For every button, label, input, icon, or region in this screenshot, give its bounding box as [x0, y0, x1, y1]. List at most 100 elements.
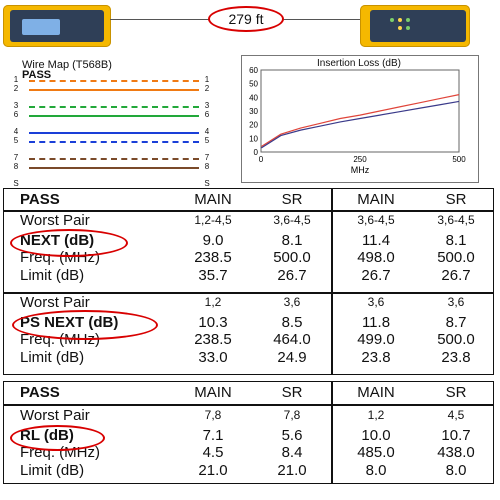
next-results-table — [3, 188, 494, 375]
wiremap-pin-right: 2 — [204, 84, 210, 93]
psnext-worst-pair-value: 1,2 — [204, 295, 222, 309]
wiremap-pin-left: 8 — [13, 162, 19, 171]
next-value: 9.0 — [202, 232, 224, 249]
rl-value: 10.0 — [361, 427, 391, 444]
wiremap-pin-right: 5 — [204, 136, 210, 145]
rl-highlight-oval — [10, 425, 105, 451]
remote-device — [360, 5, 470, 47]
next-freq-value: 500.0 — [273, 249, 311, 266]
psnext-worst-pair-value: 3,6 — [447, 295, 465, 309]
wiremap-pin-left: 1 — [13, 75, 19, 84]
wiremap-status: PASS — [22, 69, 52, 81]
plot-area — [260, 69, 460, 153]
psnext-value: 8.7 — [445, 314, 467, 331]
psnext-value: 11.8 — [361, 314, 391, 331]
insertion-loss-panel — [241, 55, 479, 183]
y-tick-label: 30 — [249, 107, 258, 116]
rl-worst-pair-value: 1,2 — [367, 408, 385, 422]
table1-column-header: SR — [445, 191, 467, 208]
psnext-freq-value: 499.0 — [357, 331, 395, 348]
table2-column-header: SR — [445, 384, 467, 401]
wiremap-wire — [29, 115, 199, 117]
psnext-limit-label: Limit (dB) — [20, 349, 85, 366]
psnext-worst-pair-value: 3,6 — [367, 295, 385, 309]
next-freq-value: 500.0 — [437, 249, 475, 266]
next-limit-value: 26.7 — [361, 267, 391, 284]
psnext-limit-value: 23.8 — [361, 349, 391, 366]
wiremap-wire — [29, 132, 199, 134]
wiremap-pin-right: 1 — [204, 75, 210, 84]
x-axis-label: MHz — [351, 165, 370, 175]
insertion-loss-chart: 0 10 20 30 40 50 60 0 250 500 MHz — [249, 66, 466, 175]
next-value: 8.1 — [445, 232, 467, 249]
table1-column-header: SR — [281, 191, 303, 208]
wiremap-pin-right: 8 — [204, 162, 210, 171]
wiremap-wire — [29, 158, 199, 160]
table2-column-header: MAIN — [357, 384, 395, 401]
wiremap-wire — [29, 106, 199, 108]
table2-column-header: MAIN — [194, 384, 232, 401]
cable-length: 279 ft — [208, 6, 284, 32]
psnext-value: 10.3 — [198, 314, 228, 331]
next-limit-value: 35.7 — [198, 267, 228, 284]
wiremap-pin-left: 7 — [13, 153, 19, 162]
wiremap-pin-left: 3 — [13, 101, 19, 110]
rl-value: 7.1 — [202, 427, 224, 444]
next-highlight-oval — [10, 229, 128, 257]
y-tick-label: 20 — [249, 121, 258, 130]
table2-status: PASS — [20, 384, 60, 401]
table1-column-header: MAIN — [357, 191, 395, 208]
y-tick-label: 10 — [249, 134, 258, 143]
rl-freq-value: 8.4 — [281, 444, 303, 461]
wiremap-wire — [29, 89, 199, 91]
wiremap-pin-left: 2 — [13, 84, 19, 93]
psnext-freq-value: 464.0 — [273, 331, 311, 348]
psnext-freq-value: 500.0 — [437, 331, 475, 348]
psnext-limit-value: 24.9 — [277, 349, 307, 366]
x-tick-label: 500 — [452, 155, 466, 164]
series-line-1 — [261, 94, 460, 148]
rl-value: 10.7 — [441, 427, 471, 444]
next-freq-value: 238.5 — [194, 249, 232, 266]
psnext-highlight-oval — [12, 310, 158, 340]
main-tester-device — [3, 5, 111, 47]
rl-limit-label: Limit (dB) — [20, 462, 85, 479]
wiremap-pin-right: 7 — [204, 153, 210, 162]
x-tick-label: 250 — [353, 155, 367, 164]
wiremap-pin-left: 4 — [13, 127, 19, 136]
wiremap-pin-right: 3 — [204, 101, 210, 110]
rl-limit-value: 21.0 — [198, 462, 228, 479]
next-worst-pair-value: 1,2-4,5 — [194, 213, 232, 227]
psnext-limit-value: 23.8 — [441, 349, 471, 366]
wiremap-pin-right: S — [204, 179, 210, 188]
wiremap-pin-left: 6 — [13, 110, 19, 119]
rl-freq-value: 4.5 — [202, 444, 224, 461]
x-tick-label: 0 — [259, 155, 264, 164]
table1-column-header: MAIN — [194, 191, 232, 208]
next-value: 8.1 — [281, 232, 303, 249]
rl-worst-pair-value: 7,8 — [204, 408, 222, 422]
rl-value: 5.6 — [281, 427, 303, 444]
next-worst-pair-label: Worst Pair — [20, 212, 90, 229]
rl-results-table — [3, 381, 494, 484]
next-freq-value: 498.0 — [357, 249, 395, 266]
next-limit-value: 26.7 — [277, 267, 307, 284]
wiremap-wire — [29, 80, 199, 82]
psnext-worst-pair-label: Worst Pair — [20, 294, 90, 311]
wiremap-pin-right: 4 — [204, 127, 210, 136]
rl-limit-value: 8.0 — [445, 462, 467, 479]
psnext-freq-value: 238.5 — [194, 331, 232, 348]
next-value: 11.4 — [361, 232, 391, 249]
y-tick-label: 60 — [249, 66, 258, 75]
insertion-loss-title: Insertion Loss (dB) — [317, 58, 401, 69]
rl-worst-pair-value: 7,8 — [283, 408, 301, 422]
wiremap-pin-right: 6 — [204, 110, 210, 119]
wiremap-wire — [29, 141, 199, 143]
psnext-worst-pair-value: 3,6 — [283, 295, 301, 309]
next-worst-pair-value: 3,6-4,5 — [437, 213, 475, 227]
rl-worst-pair-value: 4,5 — [447, 408, 465, 422]
next-worst-pair-value: 3,6-4,5 — [357, 213, 395, 227]
wiremap-pin-left: 5 — [13, 136, 19, 145]
next-worst-pair-value: 3,6-4,5 — [273, 213, 311, 227]
wiremap-pin-left: S — [13, 179, 19, 188]
